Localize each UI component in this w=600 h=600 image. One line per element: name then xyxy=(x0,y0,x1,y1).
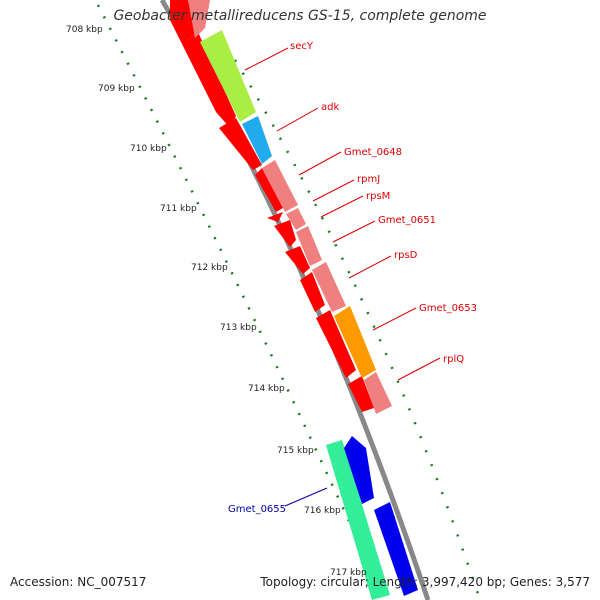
gene-arrow[interactable] xyxy=(274,220,296,247)
leader-0655 xyxy=(284,487,328,507)
gene-label-rpsD[interactable]: rpsD xyxy=(394,250,418,261)
gene-label-rpmJ[interactable]: rpmJ xyxy=(357,174,380,185)
gene-label-secY[interactable]: secY xyxy=(290,41,314,52)
gene-arrow[interactable] xyxy=(219,118,262,170)
gene-label-rpsM[interactable]: rpsM xyxy=(366,191,390,202)
gene-label-0651[interactable]: Gmet_0651 xyxy=(378,215,436,226)
gene-label-0653[interactable]: Gmet_0653 xyxy=(419,303,477,314)
gene-arrow[interactable] xyxy=(255,168,283,212)
tick-label: 713 kbp xyxy=(220,323,257,333)
tick-label: 716 kbp xyxy=(304,506,341,516)
gene-arrow[interactable] xyxy=(182,32,236,128)
gene-forward-arrow[interactable] xyxy=(344,436,374,504)
gene-arrow[interactable] xyxy=(285,246,310,274)
leader-0651 xyxy=(332,220,376,243)
gene-0648-body[interactable] xyxy=(262,160,298,212)
gene-rpmJ-body[interactable] xyxy=(286,208,306,230)
leader-rpmJ xyxy=(312,179,355,202)
gene-0651-body[interactable] xyxy=(312,262,346,312)
gene-label-adk[interactable]: adk xyxy=(321,102,339,113)
gene-arrow[interactable] xyxy=(316,310,356,378)
label-leaders xyxy=(244,47,441,507)
tick-label: 710 kbp xyxy=(130,144,167,154)
reverse-strand-genes xyxy=(170,0,374,412)
leader-adk xyxy=(276,107,319,132)
gene-label-0655[interactable]: Gmet_0655 xyxy=(228,504,286,515)
gene-secY-cog[interactable] xyxy=(188,0,210,38)
gene-label-rplQ[interactable]: rplQ xyxy=(443,354,464,365)
gene-label-0648[interactable]: Gmet_0648 xyxy=(344,147,402,158)
genome-summary: Topology: circular; Length: 3,997,420 bp… xyxy=(260,575,590,589)
leader-secY xyxy=(244,47,289,71)
leader-rplQ xyxy=(397,357,441,381)
cog-genes-top xyxy=(188,0,392,414)
gene-rplQ-body[interactable] xyxy=(364,372,392,414)
gene-0653-body[interactable] xyxy=(334,306,376,378)
tick-label: 712 kbp xyxy=(191,263,228,273)
gene-forward-arrow[interactable] xyxy=(374,502,418,596)
leader-0653 xyxy=(372,307,417,331)
tick-label: 711 kbp xyxy=(160,204,197,214)
leader-rpsD xyxy=(348,255,392,279)
tick-label: 709 kbp xyxy=(98,84,135,94)
gene-0655-body[interactable] xyxy=(326,440,390,600)
gene-adk-body[interactable] xyxy=(242,116,272,164)
gene-labels: secY adk Gmet_0648 rpmJ rpsM Gmet_0651 r… xyxy=(228,41,477,515)
forward-strand-genes xyxy=(326,436,418,600)
tick-label: 715 kbp xyxy=(277,446,314,456)
gene-secY-body[interactable] xyxy=(200,30,256,122)
tick-label: 717 kbp xyxy=(330,568,367,578)
accession-label: Accession: NC_007517 xyxy=(10,575,147,589)
tick-label: 708 kbp xyxy=(66,25,103,35)
gene-arrow[interactable] xyxy=(267,212,283,222)
tick-labels: 708 kbp 709 kbp 710 kbp 711 kbp 712 kbp … xyxy=(66,25,367,578)
gene-arrow[interactable] xyxy=(348,376,374,412)
gene-arrow[interactable] xyxy=(300,272,325,312)
leader-rpsM xyxy=(320,195,364,218)
leader-0648 xyxy=(298,151,342,176)
gene-rpsM-body[interactable] xyxy=(296,226,322,266)
tick-label: 714 kbp xyxy=(248,384,285,394)
map-title: Geobacter metallireducens GS-15, complet… xyxy=(113,8,487,24)
